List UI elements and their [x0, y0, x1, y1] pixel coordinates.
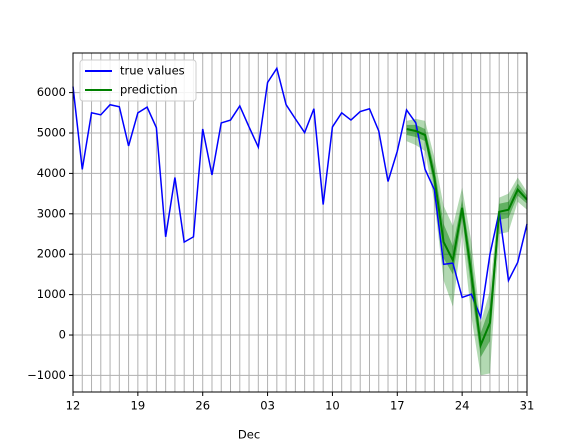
plot-frame: [72, 52, 528, 393]
legend-label: true values: [120, 64, 185, 78]
plot-data: [72, 66, 528, 376]
axes: 12 19 26 03 10 17 24 31 Dec −1000 0 1000 2000 3000 400…: [27, 52, 535, 440]
x-month-label: Dec: [238, 428, 260, 440]
x-tick-label: 19: [131, 399, 146, 413]
x-tick-label: 12: [66, 399, 81, 413]
y-tick-label: −1000: [27, 368, 66, 382]
x-tick-label: 31: [520, 399, 535, 413]
x-tick-label: 03: [260, 399, 275, 413]
x-tick-label: 26: [195, 399, 210, 413]
legend-label: prediction: [120, 83, 178, 97]
y-tick-label: 4000: [37, 166, 66, 180]
y-tick-label: 5000: [37, 126, 66, 140]
x-tick-label: 10: [325, 399, 340, 413]
y-tick-label: 2000: [37, 247, 66, 261]
series-line: [406, 127, 528, 349]
x-tick-label: 17: [390, 399, 405, 413]
y-tick-label: 6000: [37, 85, 66, 99]
y-tick-label: 0: [59, 328, 66, 342]
x-tick-label: 24: [455, 399, 470, 413]
y-tick-label: 3000: [37, 206, 66, 220]
y-tick-label: 1000: [37, 287, 66, 301]
series-line: [72, 66, 528, 321]
